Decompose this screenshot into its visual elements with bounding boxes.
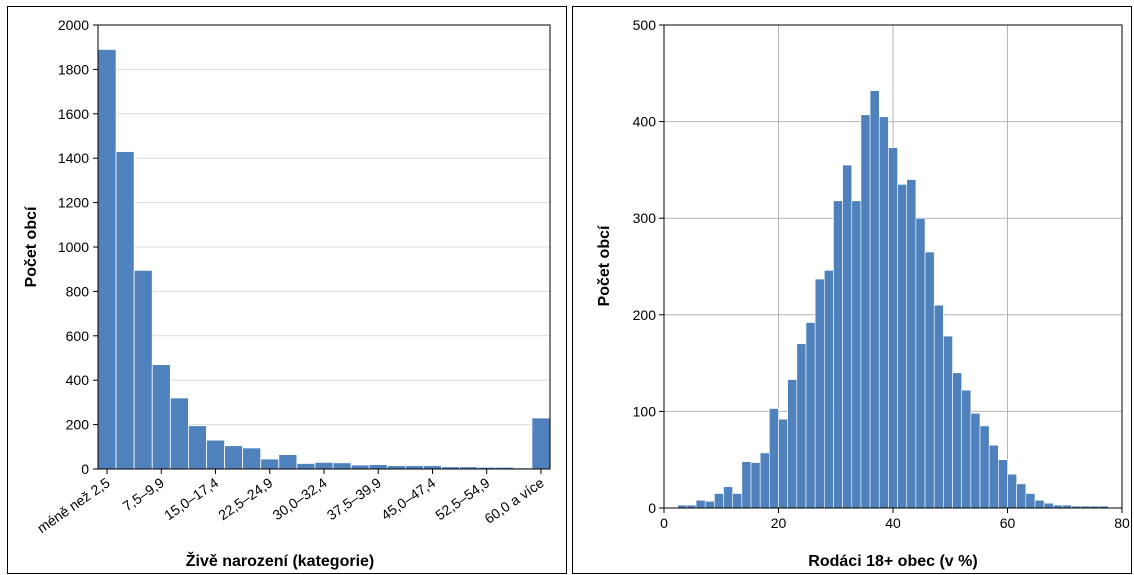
chart2-x-tick-label: 0: [660, 515, 668, 531]
chart1-y-tick-label: 600: [66, 328, 90, 344]
chart2-bar: [888, 147, 898, 509]
chart2-y-tick-label: 500: [633, 17, 657, 33]
chart2-bar: [979, 425, 990, 509]
chart2-bar: [988, 444, 999, 509]
chart2-bar: [833, 200, 843, 509]
chart2-bar: [897, 184, 908, 509]
chart2-bar: [952, 372, 962, 509]
chart1-x-axis-title: Živě narození (kategorie): [186, 551, 375, 570]
chart2-bar: [704, 500, 715, 509]
chart2-bar: [933, 304, 944, 509]
chart2-y-tick-label: 400: [633, 114, 657, 130]
chart2-bar: [769, 408, 779, 509]
chart2-bar: [1016, 483, 1027, 509]
chart2-y-tick-label: 200: [633, 307, 657, 323]
chart1-bar: [278, 454, 298, 470]
chart1-bar: [224, 445, 244, 470]
left-panel-frame: [7, 6, 567, 574]
chart2-x-axis-title: Rodáci 18+ obec (v %): [808, 553, 977, 570]
chart1-bar: [187, 425, 207, 470]
chart1-bar: [260, 458, 280, 470]
chart2-bar: [924, 251, 935, 509]
right-panel-frame: [572, 6, 1132, 574]
chart2-bar: [851, 200, 862, 509]
chart2-bar: [842, 164, 853, 509]
chart2-bar: [906, 179, 917, 509]
chart2-y-tick-label: 100: [633, 403, 657, 419]
chart1-x-tick-label: 45,0–47,4: [378, 474, 438, 523]
chart2-x-tick-label: 60: [1000, 515, 1016, 531]
chart2-y-tick-label: 300: [633, 210, 657, 226]
chart1-bar: [115, 151, 135, 470]
chart1-bar: [314, 461, 334, 470]
chart1-y-tick-label: 200: [66, 417, 90, 433]
chart2-bar: [723, 486, 733, 509]
chart1-x-tick-label: 15,0–17,4: [161, 474, 221, 523]
chart2-bar: [787, 379, 798, 509]
chart1-y-tick-label: 1000: [58, 239, 89, 255]
chart2-bar: [823, 270, 834, 509]
chart2-bar: [814, 278, 825, 509]
chart1-y-tick-label: 400: [66, 372, 90, 388]
chart2-bar: [915, 217, 926, 509]
chart1-y-tick-label: 1200: [58, 195, 89, 211]
chart2-bar: [759, 452, 770, 509]
chart1-x-tick-label: 60,0 a více: [481, 474, 546, 527]
chart2-bar: [961, 389, 972, 509]
chart2-bar: [741, 461, 752, 509]
chart1-bar: [332, 462, 352, 470]
chart1-bar: [151, 364, 171, 470]
chart1-bar: [97, 49, 117, 470]
chart2-bar: [1025, 493, 1036, 509]
chart2-bar: [1043, 502, 1054, 509]
chart1-y-tick-label: 2000: [58, 17, 89, 33]
chart2-bar: [998, 459, 1008, 509]
chart1-bar: [133, 269, 153, 470]
chart2-bar: [805, 322, 816, 509]
chart1-x-tick-label: 37,5–39,9: [324, 474, 384, 523]
chart2-bar: [714, 493, 724, 509]
chart1-bar: [169, 397, 189, 470]
chart2-x-tick-label: 40: [885, 515, 901, 531]
chart2-y-tick-label: 0: [648, 500, 656, 516]
chart2-bar: [778, 418, 788, 509]
chart2-x-tick-label: 20: [771, 515, 787, 531]
chart2-bar: [796, 343, 807, 509]
chart2-bar: [732, 493, 743, 509]
chart2-bar: [970, 413, 981, 509]
chart1-x-tick-label: 30,0–32,4: [270, 474, 330, 523]
chart1-bar: [296, 463, 316, 470]
chart2-bar: [860, 114, 871, 509]
chart1-bar: [350, 464, 370, 470]
chart2-bar: [869, 90, 880, 509]
chart2-bar: [1034, 499, 1045, 509]
chart1-y-axis-title: Počet obcí: [23, 206, 40, 287]
chart2-y-axis-title: Počet obcí: [596, 225, 613, 306]
chart1-y-tick-label: 1400: [58, 150, 89, 166]
chart1-bar: [242, 447, 262, 470]
chart1-y-tick-label: 1600: [58, 106, 89, 122]
chart2-plot-border: [663, 24, 1123, 509]
chart2-x-tick-label: 80: [1114, 515, 1130, 531]
chart1-y-tick-label: 800: [66, 283, 90, 299]
chart2-bar: [878, 116, 889, 509]
chart1-x-tick-label: 22,5–24,9: [215, 474, 275, 523]
chart2-bar: [1007, 473, 1017, 509]
chart1-y-tick-label: 0: [81, 461, 89, 477]
chart1-x-tick-label: méně než 2,5: [34, 474, 113, 536]
chart1-bar: [531, 417, 551, 470]
chart1-bar: [368, 464, 388, 470]
chart1-y-tick-label: 1800: [58, 61, 89, 77]
chart2-bar: [750, 462, 761, 509]
chart2-bar: [695, 499, 706, 509]
chart1-x-tick-label: 7,5–9,9: [120, 474, 168, 514]
chart1-bar: [206, 439, 225, 470]
chart2-bar: [943, 335, 953, 509]
